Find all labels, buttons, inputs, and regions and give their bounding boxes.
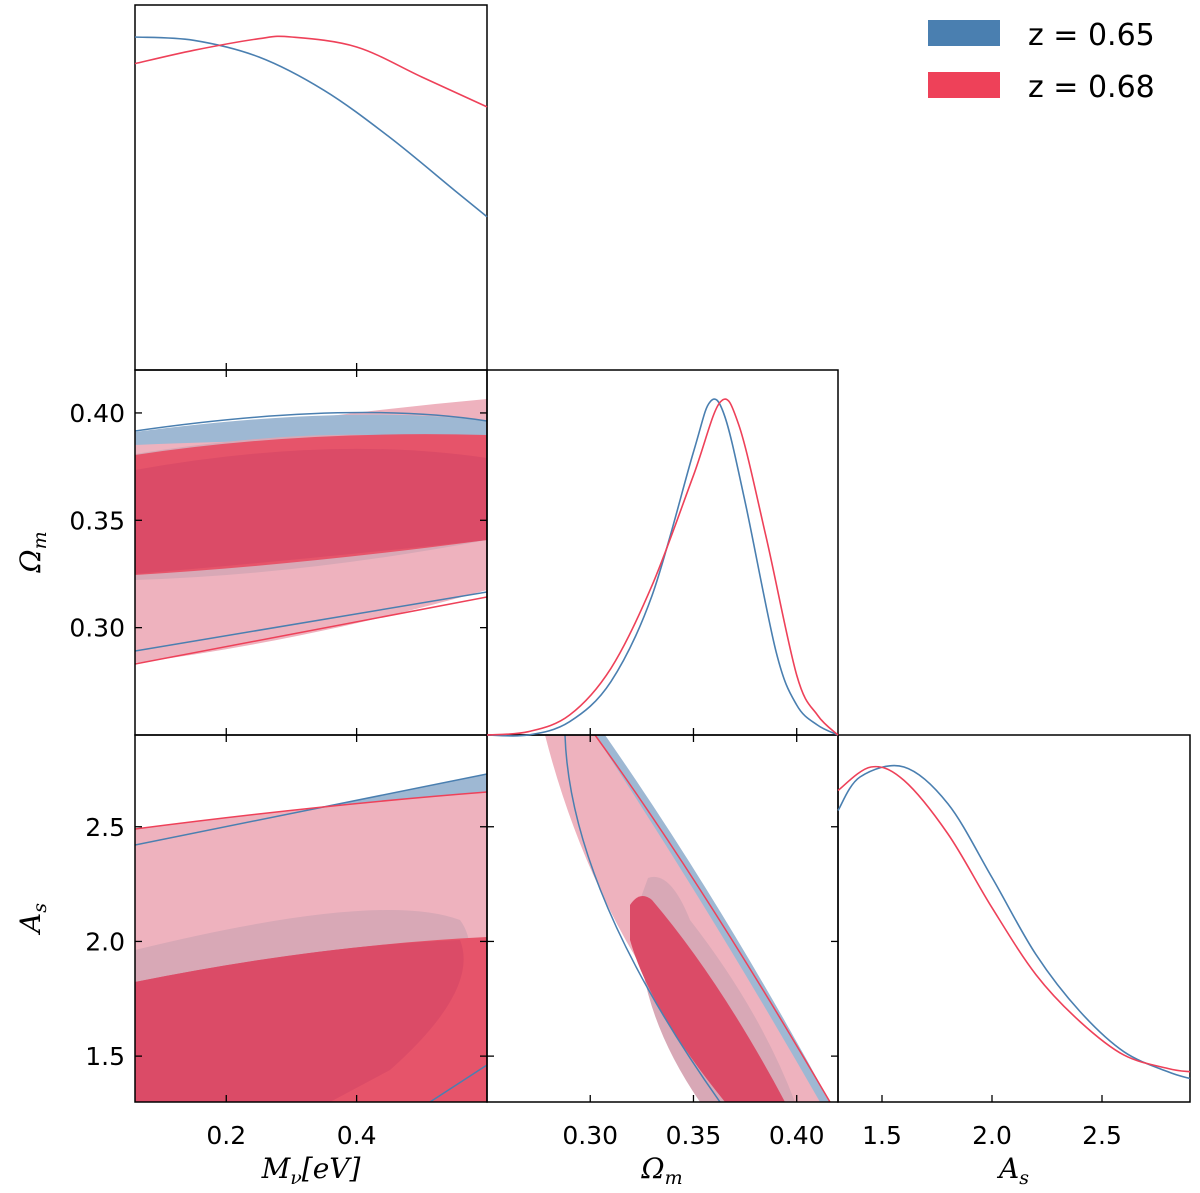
y-axis-label-omega-m: Ωm [14,531,51,573]
legend-swatch-z068 [928,72,1000,98]
x-tick-label-omega-m-1: 0.35 [666,1121,722,1150]
y-tick-label-omega-m-0: 0.30 [69,614,125,643]
panel-omega-m-vs-m-nu [135,399,487,733]
x-axis-label-m-nu: Mν[eV] [261,1152,361,1189]
x-tick-label-omega-m-2: 0.40 [769,1121,825,1150]
y-tick-label-omega-m-1: 0.35 [69,506,125,535]
x-tick-label-a-s-2: 2.5 [1082,1121,1122,1150]
x-tick-label-a-s-1: 2.0 [972,1121,1012,1150]
y-axis-label-a-s: As [14,903,51,936]
y-tick-label-omega-m-2: 0.40 [69,399,125,428]
legend-label-z065: z = 0.65 [1028,18,1155,53]
marginal-curve-a-s-series-2 [838,767,1190,1072]
legend: z = 0.65 z = 0.68 [928,18,1155,105]
x-tick-label-omega-m-0: 0.30 [562,1121,618,1150]
marginal-curve-m-nu-series-1 [135,37,487,217]
corner-plot: 0.2 0.4 0.30 0.35 0.40 1.5 2.0 2.5 0.30 0.35 0.40 1… [0,0,1200,1193]
marginal-curve-a-s-series-1 [838,766,1190,1079]
legend-label-z068: z = 0.68 [1028,70,1155,105]
x-tick-label-m-nu-0: 0.2 [206,1121,246,1150]
x-tick-label-m-nu-1: 0.4 [337,1121,377,1150]
y-tick-label-a-s-1: 2.0 [85,927,125,956]
marginal-curve-m-nu-series-2 [135,36,487,107]
x-axis-label-omega-m: Ωm [640,1152,682,1189]
panel-a-s-vs-omega-m [545,735,830,1102]
panel-a-s-vs-m-nu [135,774,487,1102]
y-tick-label-a-s-0: 1.5 [85,1042,125,1071]
panel-frame-m-nu-marginal [135,5,487,370]
marginal-curve-omega-m-series-2 [487,399,838,735]
legend-swatch-z065 [928,20,1000,46]
marginal-curve-omega-m-series-1 [487,399,838,736]
x-tick-label-a-s-0: 1.5 [862,1121,902,1150]
y-tick-label-a-s-2: 2.5 [85,813,125,842]
x-axis-label-a-s: As [996,1152,1029,1189]
